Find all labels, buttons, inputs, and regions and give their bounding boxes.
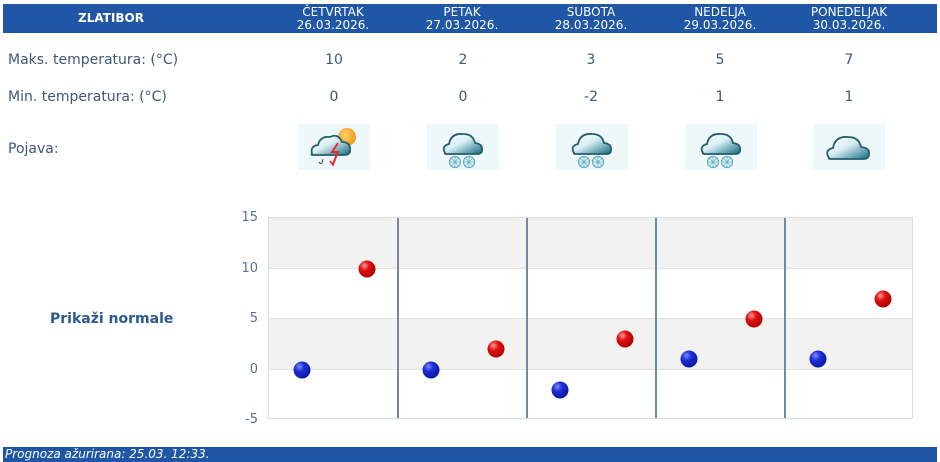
gridline — [269, 268, 912, 269]
min-temp-value: 0 — [329, 89, 339, 105]
gridline — [269, 369, 912, 370]
day-header-4: NEDELJA 29.03.2026. — [680, 4, 760, 33]
min-temp-value: -2 — [584, 89, 598, 105]
day-name: ČETVRTAK — [302, 4, 364, 19]
grid-band — [269, 218, 912, 268]
day-divider — [526, 218, 528, 418]
min-temp-point — [680, 350, 698, 368]
min-temp-point — [809, 350, 827, 368]
max-temp-value: 10 — [325, 52, 343, 68]
min-temp-value: 0 — [458, 89, 468, 105]
max-temp-value: 2 — [458, 52, 468, 68]
day-divider — [655, 218, 657, 418]
max-temp-value: 3 — [586, 52, 596, 68]
day-date: 28.03.2026. — [554, 17, 628, 32]
temperature-chart — [268, 217, 913, 419]
location-name: ZLATIBOR — [78, 11, 144, 25]
min-temp-point — [551, 381, 569, 399]
day-divider — [784, 218, 786, 418]
y-tick: 10 — [241, 261, 258, 276]
day-date: 30.03.2026. — [812, 17, 886, 32]
day-name: PONEDELJAK — [810, 4, 888, 19]
y-tick: -5 — [245, 412, 258, 427]
forecast-updated: Prognoza ažurirana: 25.03. 12:33. — [3, 447, 937, 462]
max-temp-point — [745, 310, 763, 328]
min-temp-value: 1 — [715, 89, 725, 105]
cloud-snow-icon — [427, 124, 499, 170]
y-tick: 5 — [249, 311, 258, 326]
day-header-1: ČETVRTAK 26.03.2026. — [293, 4, 373, 33]
cloud-snow-icon — [685, 124, 757, 170]
min-temp-point — [293, 361, 311, 378]
y-tick: 15 — [241, 210, 258, 225]
max-temp-point — [358, 260, 376, 277]
gridline — [269, 318, 912, 319]
day-header-2: PETAK 27.03.2026. — [422, 4, 502, 33]
day-name: SUBOTA — [566, 4, 616, 19]
min-temp-value: 1 — [844, 89, 854, 105]
cloud-icon — [813, 124, 885, 170]
day-header-3: SUBOTA 28.03.2026. — [551, 4, 631, 33]
day-name: NEDELJA — [694, 4, 746, 19]
y-tick: 0 — [249, 362, 258, 377]
min-temp-label: Min. temperatura: (°C) — [8, 89, 167, 105]
day-date: 26.03.2026. — [296, 17, 370, 32]
cloud-snow-icon — [556, 124, 628, 170]
min-temp-point — [422, 361, 440, 378]
phenomenon-label: Pojava: — [8, 141, 59, 157]
max-temp-value: 5 — [715, 52, 725, 68]
forecast-header: ZLATIBOR ČETVRTAK 26.03.2026. PETAK 27.0… — [3, 4, 937, 33]
max-temp-label: Maks. temperatura: (°C) — [8, 52, 179, 68]
day-date: 27.03.2026. — [425, 17, 499, 32]
day-divider — [397, 218, 399, 418]
max-temp-point — [487, 340, 505, 358]
cloud-sun-thunder-rain-icon — [298, 124, 370, 170]
max-temp-point — [616, 330, 634, 348]
grid-band — [269, 319, 912, 369]
max-temp-point — [874, 290, 892, 308]
day-name: PETAK — [443, 4, 481, 19]
show-normals-link[interactable]: Prikaži normale — [50, 311, 174, 327]
day-header-5: PONEDELJAK 30.03.2026. — [804, 4, 894, 33]
max-temp-value: 7 — [844, 52, 854, 68]
day-date: 29.03.2026. — [683, 17, 757, 32]
